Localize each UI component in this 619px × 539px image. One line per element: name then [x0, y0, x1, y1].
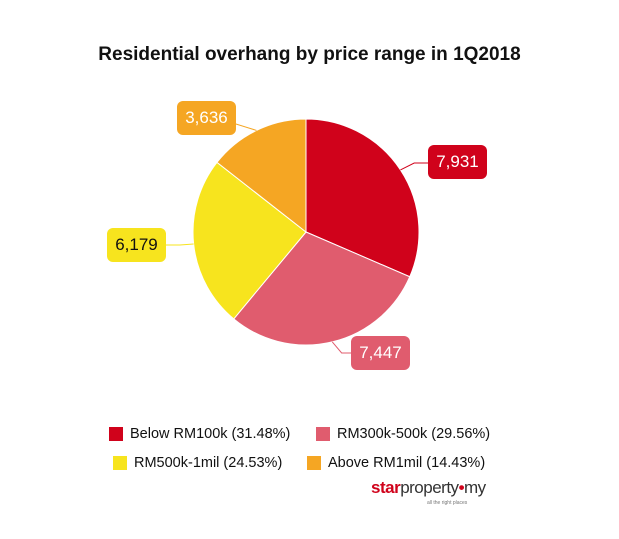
label-connector [400, 162, 428, 171]
legend-label: RM300k-500k (29.56%) [337, 426, 491, 442]
legend-label: Below RM100k (31.48%) [130, 426, 291, 442]
logo-text-property: property [400, 478, 459, 497]
logo-tagline: all the right places [427, 500, 468, 506]
legend-item-above-rm1mil[interactable]: Above RM1mil (14.43%) [307, 455, 485, 471]
legend-item-rm500k-1mil[interactable]: RM500k-1mil (24.53%) [113, 455, 282, 471]
label-connector [331, 341, 351, 354]
legend-swatch [316, 427, 330, 441]
pie-slice-rm500k-1mil[interactable] [192, 161, 307, 320]
legend-swatch [307, 456, 321, 470]
data-label-below-rm100k: 7,931 [428, 145, 487, 179]
data-label-above-rm1mil: 3,636 [177, 101, 236, 135]
pie-slice-above-rm1mil[interactable] [216, 118, 307, 234]
legend-item-rm300k-500k[interactable]: RM300k-500k (29.56%) [316, 426, 490, 442]
chart-title: Residential overhang by price range in 1… [98, 44, 521, 65]
legend-label: RM500k-1mil (24.53%) [134, 455, 283, 471]
data-label-rm500k-1mil: 6,179 [107, 228, 166, 262]
logo-pin-icon: • [458, 478, 465, 497]
legend-item-below-rm100k[interactable]: Below RM100k (31.48%) [109, 426, 290, 442]
logo-text-star: star [371, 478, 401, 497]
legend-swatch [113, 456, 127, 470]
legend-label: Above RM1mil (14.43%) [328, 455, 486, 471]
legend-swatch [109, 427, 123, 441]
label-connector [166, 243, 194, 246]
data-label-rm300k-500k: 7,447 [351, 336, 410, 370]
logo-text-my: my [464, 478, 486, 497]
starproperty-logo: starproperty•my all the right places [371, 478, 486, 506]
